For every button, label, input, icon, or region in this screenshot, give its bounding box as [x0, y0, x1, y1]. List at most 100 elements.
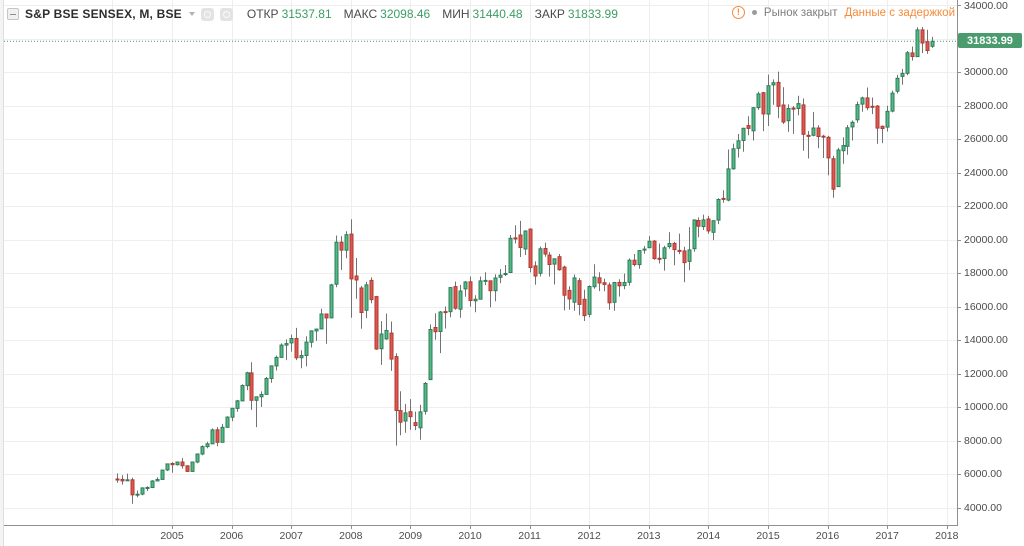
left-toolbar-edge: [0, 0, 4, 546]
candle: [374, 295, 379, 350]
candle: [696, 217, 701, 238]
candle: [677, 233, 682, 255]
time-tick-label: 2007: [279, 530, 303, 542]
time-tick-label: 2015: [756, 530, 780, 542]
candle: [279, 343, 284, 358]
candle: [627, 258, 632, 286]
candle: [220, 423, 225, 443]
candle: [915, 27, 920, 58]
candle: [403, 403, 408, 433]
candle: [359, 285, 364, 329]
time-tick-label: 2014: [696, 530, 721, 542]
candle: [518, 220, 523, 257]
candle: [850, 120, 855, 141]
candle: [398, 391, 403, 436]
candle: [841, 137, 846, 164]
candle: [652, 240, 657, 260]
price-tick-label: 14000.00: [964, 334, 1008, 346]
candle: [657, 243, 662, 264]
candle: [592, 264, 597, 289]
candle: [478, 276, 483, 300]
candle: [329, 283, 334, 319]
candle: [547, 252, 552, 277]
candle: [746, 116, 751, 136]
candle: [130, 477, 135, 504]
candle: [319, 308, 324, 330]
candle: [190, 461, 195, 472]
candle: [339, 236, 344, 270]
candle: [468, 276, 473, 307]
candle: [781, 87, 786, 124]
candle: [771, 79, 776, 105]
candle: [905, 51, 910, 76]
price-axis[interactable]: 4000.00 6000.00 8000.00 10000.00 12000.00 140…: [958, 0, 1024, 525]
gridlines: [4, 0, 957, 525]
candle: [230, 407, 235, 422]
candle: [284, 339, 289, 361]
price-tick-label: 6000.00: [964, 468, 1002, 480]
candle: [920, 27, 925, 54]
price-tick-label: 34000.00: [964, 0, 1008, 12]
candle: [458, 284, 463, 318]
candle: [428, 324, 433, 381]
candle: [448, 287, 453, 318]
open-value: 31537.81: [281, 7, 332, 21]
candle: [811, 111, 816, 137]
time-tick-label: 2018: [935, 530, 959, 542]
candle: [562, 265, 567, 311]
candle: [711, 220, 716, 241]
candle: [875, 105, 880, 144]
chevron-down-icon[interactable]: [188, 12, 195, 16]
candle: [245, 371, 250, 391]
candle: [761, 91, 766, 132]
candle: [140, 487, 145, 496]
market-status-bar: ! Рынок закрыт Данные с задержкой: [731, 6, 955, 19]
open-label: ОТКР: [246, 7, 279, 21]
legend-circle-icon-1[interactable]: [200, 7, 214, 21]
candle: [115, 473, 120, 483]
legend-circle-icon-2[interactable]: [219, 7, 233, 21]
collapse-legend-icon[interactable]: [7, 8, 19, 20]
candle: [612, 282, 617, 311]
candle: [150, 480, 155, 489]
candle: [413, 411, 418, 431]
candle: [880, 125, 885, 144]
candle: [831, 155, 836, 198]
candle: [125, 473, 130, 482]
time-tick-label: 2009: [398, 530, 423, 542]
market-status-text: Рынок закрыт: [763, 6, 838, 19]
candle: [155, 477, 160, 482]
candle: [577, 278, 582, 316]
time-axis[interactable]: 2005 2006 2007 2008 2009 2010 2011 2012 2013 2014…: [0, 526, 1024, 546]
high-label: МАКС: [343, 7, 378, 21]
delay-warning-icon[interactable]: !: [731, 6, 745, 19]
candle: [145, 486, 150, 492]
candle: [607, 282, 612, 310]
candle: [483, 272, 488, 286]
candle: [473, 295, 478, 313]
candle: [865, 87, 870, 111]
high-value: 32098.46: [380, 7, 431, 21]
high-readout: МАКС 32098.46: [344, 7, 431, 21]
low-value: 31440.48: [472, 7, 523, 21]
time-tick-label: 2013: [637, 530, 661, 542]
candle: [135, 490, 140, 498]
candle: [801, 98, 806, 151]
candle: [160, 469, 165, 480]
candle: [756, 91, 761, 110]
close-value: 31833.99: [567, 7, 618, 21]
time-tick-label: 2011: [518, 530, 541, 542]
price-tick-label: 4000.00: [964, 501, 1002, 514]
candle: [200, 445, 205, 456]
price-tick-label: 16000.00: [964, 300, 1008, 313]
candle: [384, 313, 389, 340]
candle: [488, 280, 493, 308]
candle: [736, 134, 741, 158]
candle: [602, 278, 607, 292]
candle: [597, 272, 602, 292]
symbol-title[interactable]: S&P BSE SENSEX, M, BSE: [25, 7, 182, 21]
candle: [379, 321, 384, 365]
candle: [433, 313, 438, 340]
candle: [860, 96, 865, 112]
